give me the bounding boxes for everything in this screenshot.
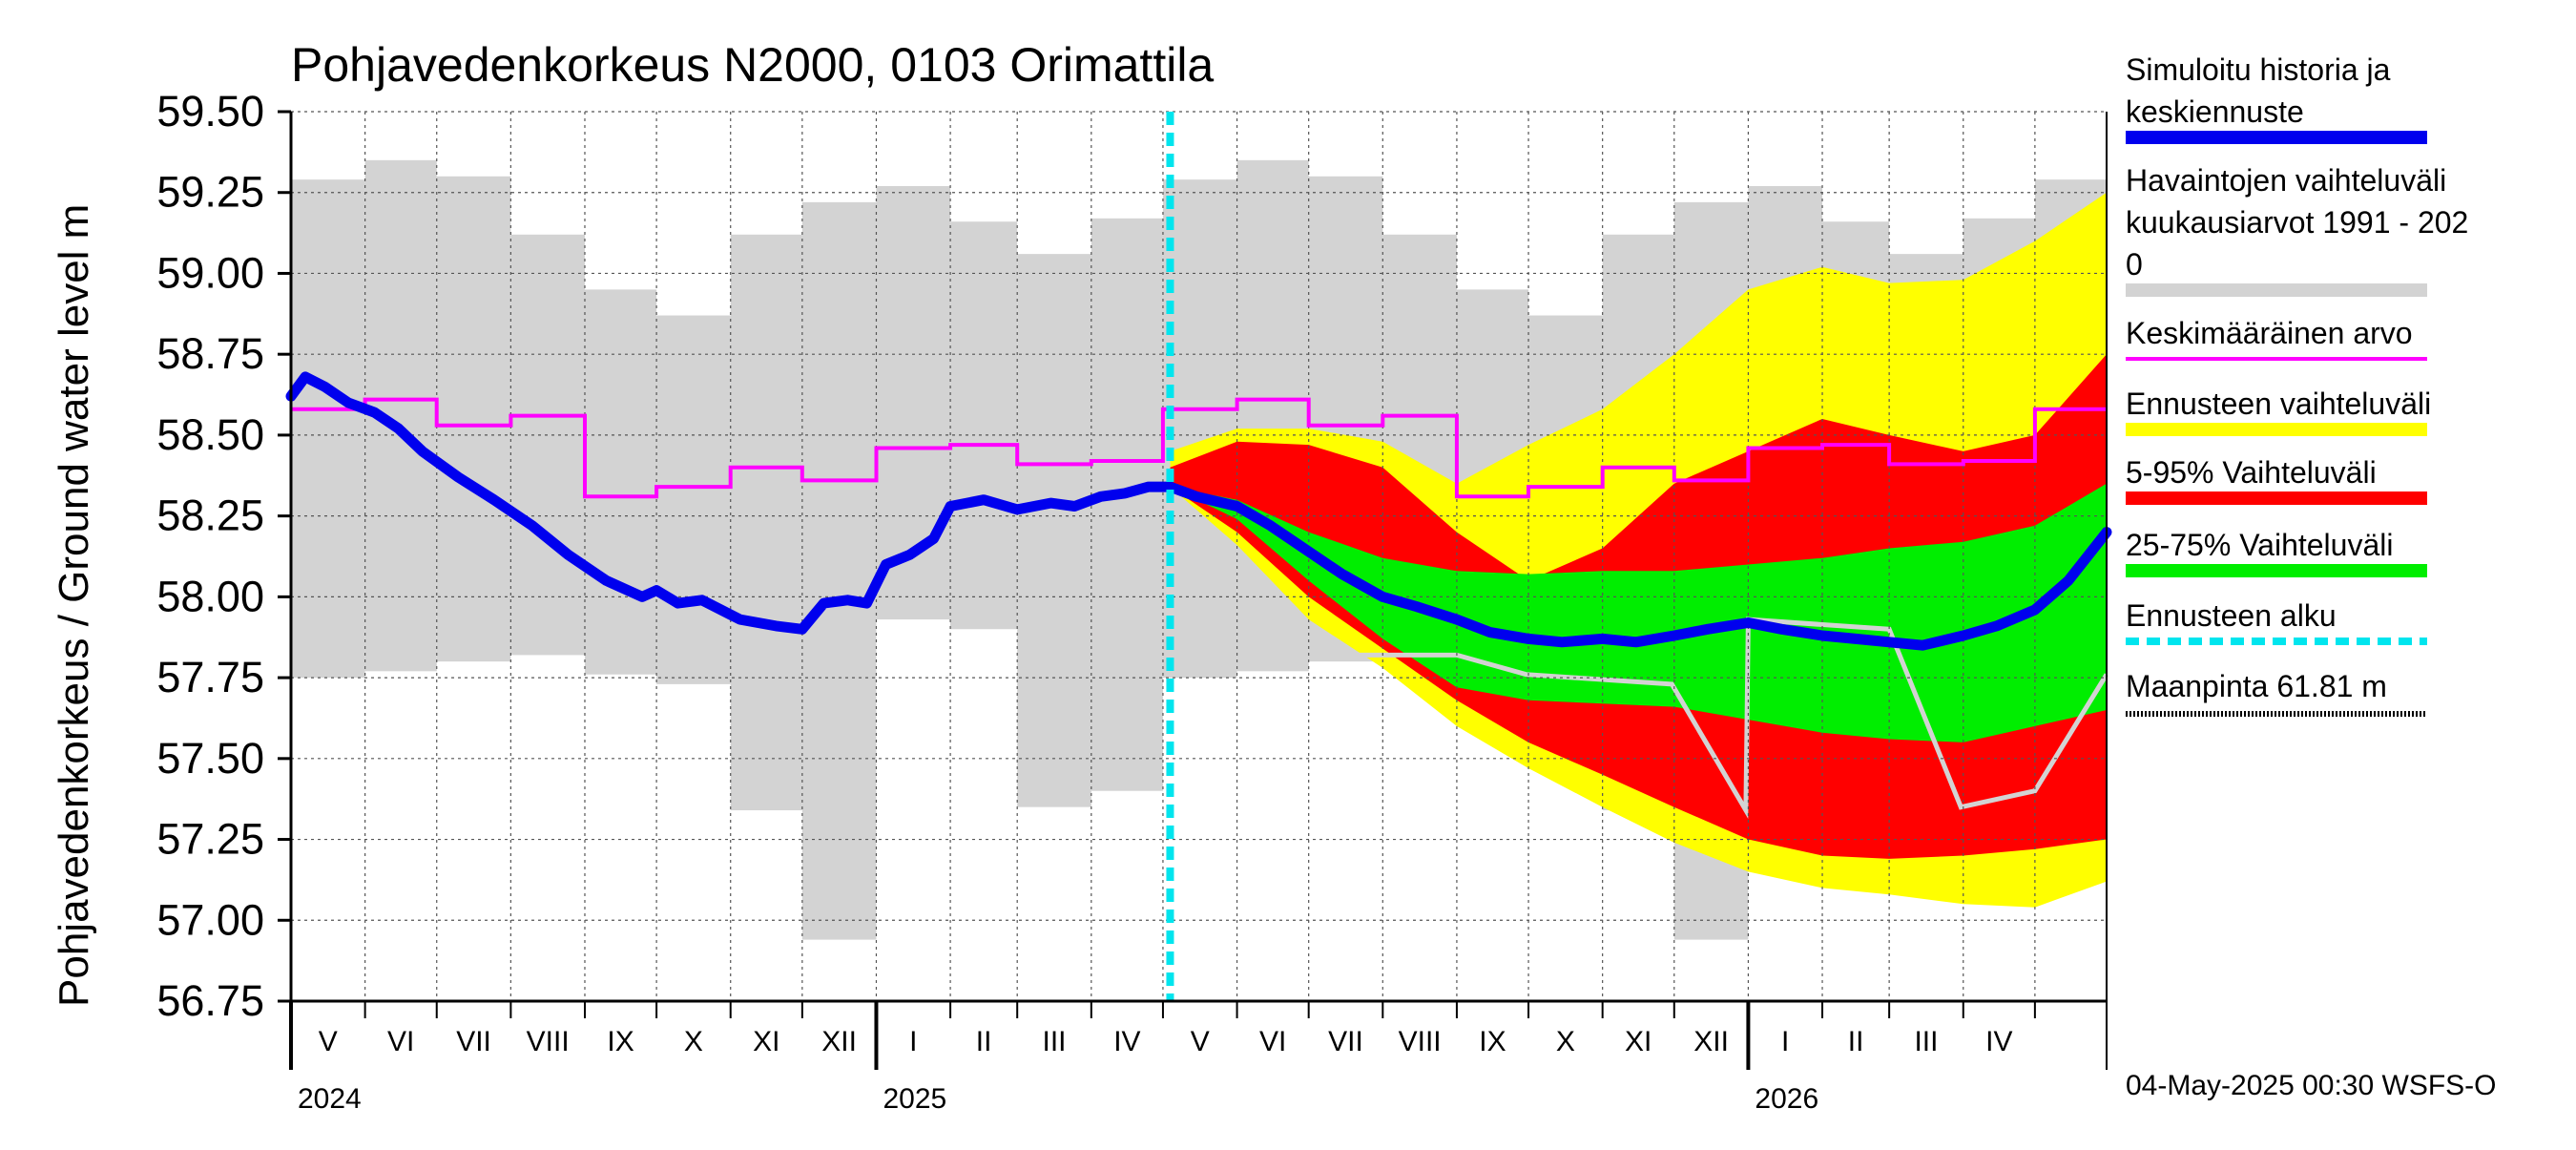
month-label: IX (1479, 1026, 1506, 1057)
year-label: 2024 (298, 1083, 362, 1115)
observed-range-band (436, 176, 511, 662)
axes: 56.75 57.00 57.25 57.50 57.75 58.00 58.25 58.50… (156, 87, 2108, 1115)
observed-range-band (950, 221, 1018, 630)
observed-range-band (1091, 218, 1163, 791)
mean-value-line (291, 397, 2107, 499)
month-label: III (1043, 1026, 1067, 1057)
observed-min-line-forecast (1170, 617, 2109, 820)
y-axis-label: Pohjavedenkorkeus / Ground water level m (51, 204, 97, 1007)
month-label: III (1914, 1026, 1938, 1057)
legend-label: keskiennuste (2126, 94, 2304, 129)
month-label: V (1191, 1026, 1210, 1057)
y-tick-label: 58.25 (156, 491, 264, 540)
y-tick-label: 59.25 (156, 168, 264, 217)
plot-area (285, 111, 2112, 1002)
month-label: II (976, 1026, 992, 1057)
month-label: XII (1693, 1026, 1729, 1057)
y-tick-label: 57.75 (156, 653, 264, 701)
month-label: XII (821, 1026, 857, 1057)
y-tick-label: 57.50 (156, 734, 264, 783)
legend-label: Ennusteen alku (2126, 598, 2337, 633)
observed-range-band (1017, 254, 1091, 807)
month-label: IV (1113, 1026, 1140, 1057)
month-label: XI (753, 1026, 779, 1057)
observed-range-band (584, 289, 657, 675)
y-tick-label: 59.50 (156, 87, 264, 136)
year-label: 2025 (883, 1083, 946, 1115)
legend-label: kuukausiarvot 1991 - 202 (2126, 205, 2468, 240)
legend-label: 0 (2126, 247, 2143, 282)
month-label: VI (387, 1026, 414, 1057)
observed-range-band (510, 234, 585, 656)
observed-range-band (1162, 179, 1237, 679)
month-label: IV (1985, 1026, 2012, 1057)
month-label: VII (456, 1026, 491, 1057)
month-label: II (1848, 1026, 1864, 1057)
observed-range-band (656, 315, 731, 684)
forecast-25-75-band (1170, 483, 2107, 742)
month-label: VIII (1399, 1026, 1442, 1057)
legend-label: Keskimääräinen arvo (2126, 316, 2413, 350)
month-label: VII (1328, 1026, 1363, 1057)
legend-label: 5-95% Vaihteluväli (2126, 455, 2377, 490)
month-label: I (1781, 1026, 1789, 1057)
observed-range-band (801, 201, 877, 940)
y-tick-label: 59.00 (156, 248, 264, 297)
month-label: I (909, 1026, 917, 1057)
month-label: X (1556, 1026, 1575, 1057)
chart-title: Pohjavedenkorkeus N2000, 0103 Orimattila (291, 38, 1214, 92)
legend-label: Simuloitu historia ja (2126, 52, 2391, 87)
y-tick-label: 58.50 (156, 410, 264, 459)
legend-label: Maanpinta 61.81 m (2126, 669, 2387, 703)
legend: Simuloitu historia ja keskiennuste Havaint… (2126, 52, 2468, 717)
legend-label: Havaintojen vaihteluväli (2126, 163, 2446, 198)
y-tick-label: 57.25 (156, 815, 264, 864)
month-label: IX (607, 1026, 634, 1057)
timestamp-footer: 04-May-2025 00:30 WSFS-O (2126, 1070, 2497, 1101)
month-label: XI (1625, 1026, 1652, 1057)
month-label: VIII (527, 1026, 570, 1057)
legend-label: 25-75% Vaihteluväli (2126, 528, 2393, 562)
forecast-median-line (1165, 481, 2112, 651)
y-tick-label: 56.75 (156, 976, 264, 1025)
observed-range-band (291, 179, 365, 679)
legend-label: Ennusteen vaihteluväli (2126, 387, 2431, 421)
y-tick-label: 58.75 (156, 329, 264, 378)
simulated-history-line (285, 371, 1175, 635)
y-tick-label: 58.00 (156, 572, 264, 620)
y-tick-label: 57.00 (156, 895, 264, 944)
month-label: V (319, 1026, 338, 1057)
observed-range-band (730, 234, 802, 811)
month-label: X (684, 1026, 703, 1057)
month-label: VI (1259, 1026, 1286, 1057)
year-label: 2026 (1755, 1083, 1818, 1115)
